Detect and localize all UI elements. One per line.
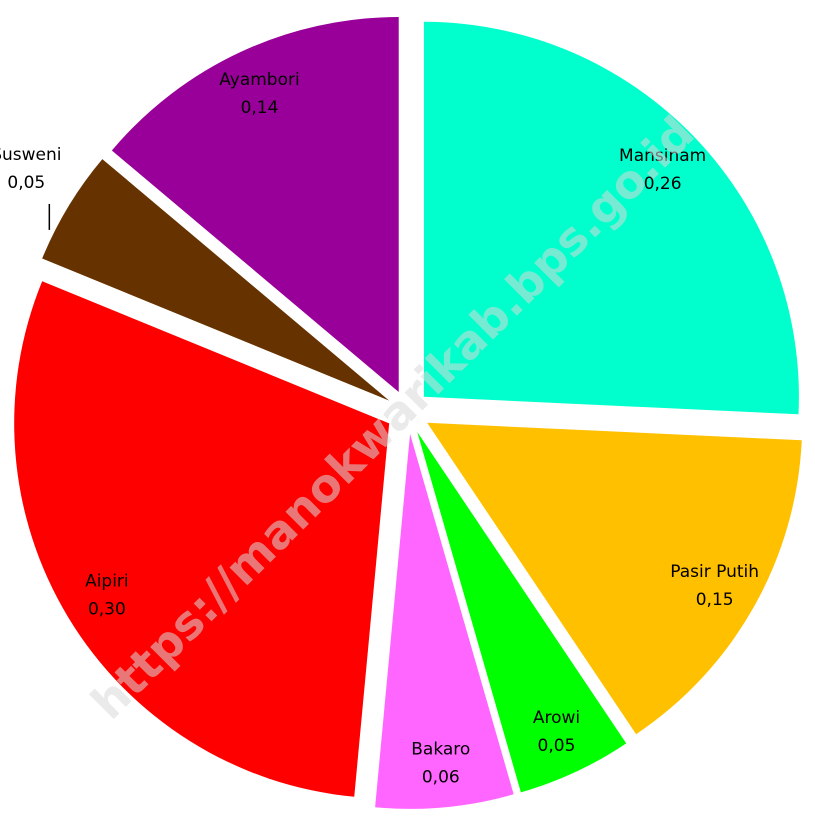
pie-slice [111,17,399,393]
pie-slice [14,281,390,797]
slice-label: Bakaro [411,739,470,759]
slice-label: Aipiri [85,571,129,591]
value-label: 0,26 [644,174,682,194]
slice-label: Mansinam [619,146,706,166]
pie-slice [423,21,799,415]
value-label: 0,14 [241,98,279,118]
value-label: 0,05 [538,736,576,756]
slice-label: Ayambori [219,70,299,90]
slice-label: Arowi [533,708,580,728]
slices [14,17,802,809]
value-label: 0,05 [7,173,45,193]
slice-label: Susweni [0,145,61,165]
value-label: 0,15 [696,590,734,610]
slice-label: Pasir Putih [670,562,759,582]
pie-slice [42,159,390,401]
pie-slice [375,433,514,809]
pie-slice [417,431,627,793]
pie-slice [427,422,802,735]
value-label: 0,30 [88,599,126,619]
value-label: 0,06 [422,767,460,787]
